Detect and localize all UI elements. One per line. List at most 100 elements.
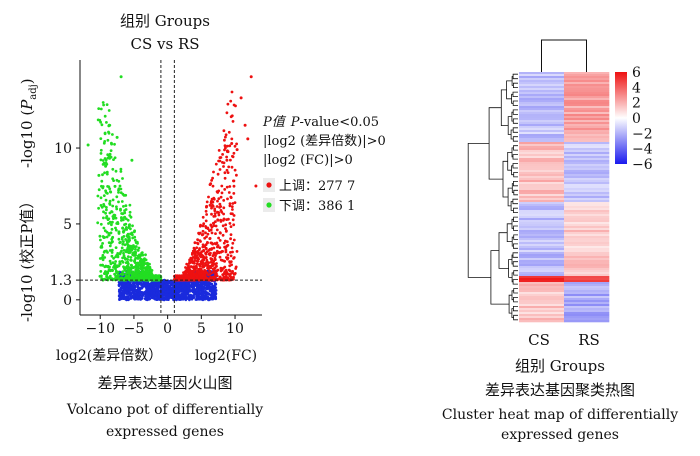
row-dendrogram-branch [513, 145, 518, 151]
volcano-point-ns [206, 282, 209, 286]
heatmap-cell [519, 230, 565, 233]
row-dendrogram-branch [512, 163, 518, 169]
volcano-point-down [101, 159, 105, 162]
volcano-point-down [99, 158, 103, 162]
volcano-point-up [222, 278, 226, 282]
volcano-point-up [213, 207, 217, 211]
volcano-point-down [122, 277, 126, 280]
row-dendrogram-branch [506, 223, 513, 242]
volcano-point-down [127, 236, 131, 240]
volcano-point-up [218, 206, 222, 209]
volcano-point-up [232, 151, 236, 155]
volcano-point-down [155, 276, 159, 280]
volcano-point-ns [201, 286, 205, 290]
volcano-xlabel-en: log2(FC) [195, 348, 257, 364]
heatmap-cell [519, 170, 565, 173]
colorbar-tick-label: 6 [632, 65, 641, 81]
heatmap-cell [519, 280, 565, 283]
heatmap-cell [564, 216, 610, 219]
heatmap-cell [519, 86, 565, 89]
volcano-point-up [220, 184, 224, 188]
heatmap-cells [519, 72, 610, 323]
heatmap-cell [564, 192, 610, 195]
volcano-point-up [230, 263, 234, 267]
volcano-point-up [209, 266, 213, 270]
volcano-point-ns [157, 294, 161, 298]
volcano-point-down [115, 205, 118, 209]
heatmap-cell [519, 226, 565, 229]
volcano-point-down [130, 264, 134, 267]
volcano-point-down [105, 265, 108, 268]
heatmap-cell [564, 166, 610, 169]
volcano-point-up [224, 248, 228, 252]
heatmap-cell [564, 270, 610, 273]
heatmap-cell [519, 156, 565, 159]
volcano-point-up [224, 277, 228, 281]
heatmap-cell [519, 188, 565, 191]
volcano-point-up [182, 277, 186, 281]
volcano-point-up [198, 254, 202, 257]
row-dendrogram-branch [512, 91, 518, 97]
heatmap-cell [564, 134, 610, 137]
volcano-ylabel-cn: -log10 (校正P值） [18, 194, 36, 322]
volcano-point-down [148, 278, 152, 282]
heatmap-cell [564, 104, 610, 107]
heatmap-cell [564, 80, 610, 83]
volcano-point-up [223, 138, 226, 142]
volcano-point-up [219, 266, 223, 270]
heatmap-cell [564, 316, 610, 319]
volcano-point-down [102, 236, 106, 240]
heatmap-cell [519, 272, 565, 275]
heatmap-cell [564, 108, 610, 111]
volcano-point-ns [204, 290, 207, 293]
volcano-point-up [225, 158, 229, 162]
row-dendrogram-branch [512, 154, 518, 160]
volcano-thresholds [80, 60, 262, 315]
heatmap-cell [564, 260, 610, 263]
volcano-point-down [142, 272, 146, 276]
volcano-point-up [209, 224, 213, 227]
heatmap-cell [564, 308, 610, 311]
volcano-point-down [117, 230, 121, 234]
row-dendrogram-branch [513, 82, 518, 88]
heatmap-cell [564, 184, 610, 187]
row-dendrogram-branch [512, 127, 518, 133]
volcano-point-down [124, 267, 127, 270]
row-dendrogram-branch [512, 198, 518, 205]
volcano-point-up [231, 202, 235, 205]
volcano-point-ns [167, 284, 171, 288]
volcano-point-up [215, 205, 219, 208]
volcano-point-down [128, 223, 132, 227]
volcano-point-down [102, 226, 106, 230]
heatmap-cell [564, 170, 610, 173]
heatmap-cell [564, 320, 610, 323]
volcano-point-up [205, 204, 209, 208]
heatmap-cell [519, 220, 565, 223]
heatmap-cell [519, 162, 565, 165]
volcano-point-down [133, 259, 136, 263]
volcano-point-up [205, 259, 209, 263]
volcano-point-ns [128, 292, 132, 296]
row-dendrogram-branch [513, 189, 518, 196]
heatmap-cell [564, 98, 610, 101]
volcano-point-up [208, 203, 212, 207]
heatmap-cell [519, 126, 565, 129]
volcano-point-up [224, 146, 227, 150]
volcano-point-up [223, 245, 227, 249]
heatmap-cell [519, 84, 565, 87]
heatmap-cell [564, 242, 610, 245]
volcano-point-up [231, 154, 234, 158]
volcano-point-down [136, 261, 140, 265]
heatmap-cell [564, 156, 610, 159]
heatmap-cell [519, 90, 565, 93]
volcano-y-tick-label: 0 [63, 293, 72, 309]
volcano-point-up [226, 171, 230, 175]
volcano-point-down [110, 248, 114, 252]
volcano-point-down [100, 123, 104, 127]
volcano-point-down [110, 237, 114, 241]
volcano-point-up [222, 266, 225, 270]
volcano-point-ns [169, 292, 173, 295]
volcano-point-down [107, 241, 111, 245]
heatmap-cell [564, 116, 610, 119]
heatmap-cell [519, 152, 565, 155]
